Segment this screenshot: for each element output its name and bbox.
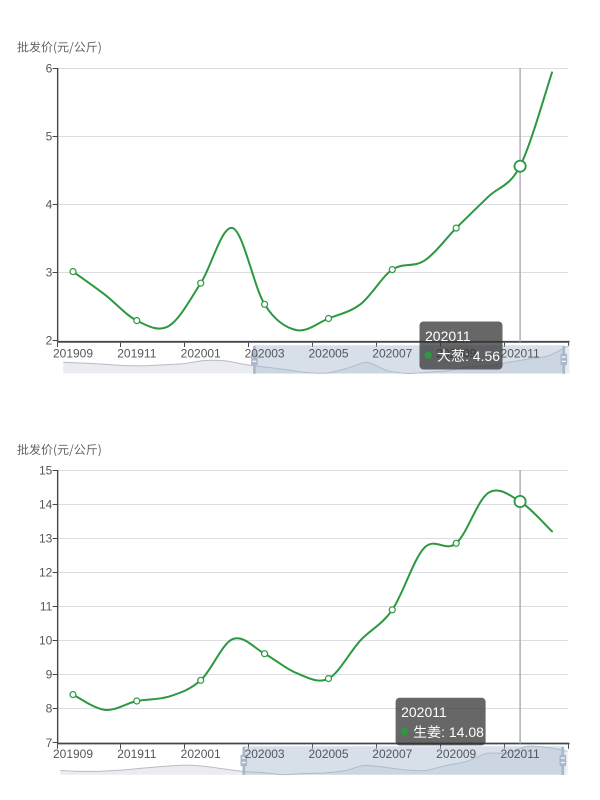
svg-text:8: 8 <box>46 702 53 716</box>
svg-text:15: 15 <box>39 463 53 477</box>
svg-text:14: 14 <box>39 497 53 511</box>
svg-text:: 14.08: : 14.08 <box>441 724 484 740</box>
svg-text:3: 3 <box>46 266 53 280</box>
svg-text:202001: 202001 <box>181 347 221 361</box>
svg-text:11: 11 <box>40 600 53 614</box>
svg-text:202003: 202003 <box>245 347 285 361</box>
svg-text:6: 6 <box>46 62 53 76</box>
svg-text:7: 7 <box>46 736 53 750</box>
svg-text:202003: 202003 <box>245 747 285 761</box>
svg-text:2: 2 <box>46 334 53 348</box>
svg-text:202011: 202011 <box>401 704 447 720</box>
svg-text:4: 4 <box>46 198 53 212</box>
svg-text:: 4.56: : 4.56 <box>465 348 500 364</box>
svg-text:202005: 202005 <box>308 347 348 361</box>
svg-text:202005: 202005 <box>308 747 348 761</box>
svg-text:201909: 201909 <box>53 347 93 361</box>
svg-text:201911: 201911 <box>117 347 156 361</box>
svg-text:202007: 202007 <box>372 747 412 761</box>
svg-text:202011: 202011 <box>501 747 540 761</box>
svg-text:9: 9 <box>46 668 53 682</box>
svg-text:202007: 202007 <box>372 347 412 361</box>
svg-text:202011: 202011 <box>425 328 471 344</box>
svg-text:202009: 202009 <box>436 747 476 761</box>
svg-text:202011: 202011 <box>501 347 540 361</box>
svg-text:201909: 201909 <box>53 747 93 761</box>
svg-text:10: 10 <box>39 634 53 648</box>
svg-text:5: 5 <box>46 130 53 144</box>
svg-text:201911: 201911 <box>117 747 156 761</box>
svg-text:13: 13 <box>39 531 53 545</box>
svg-text:12: 12 <box>39 566 53 580</box>
svg-text:202001: 202001 <box>181 747 221 761</box>
